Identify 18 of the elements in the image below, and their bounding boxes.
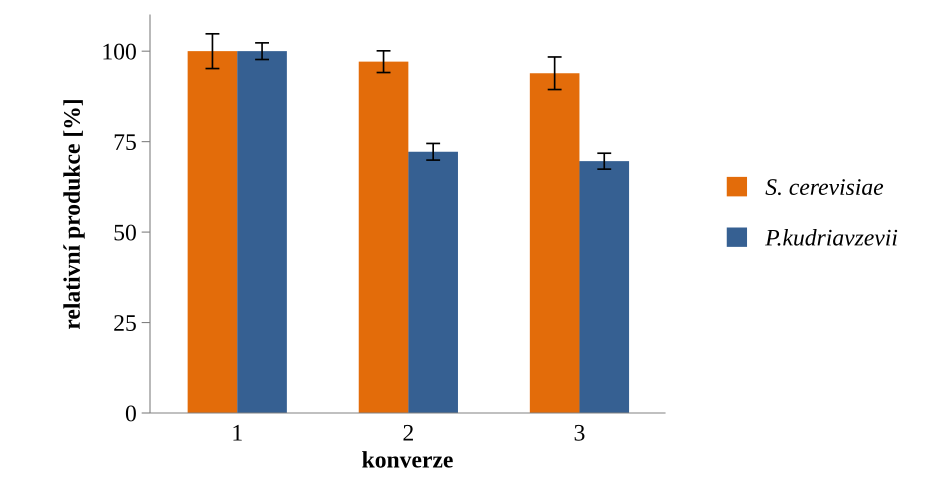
legend-label: S. cerevisiae: [766, 179, 884, 196]
y-axis-title: relativní produkce [%]: [63, 100, 85, 330]
x-tick-label: 2: [403, 424, 413, 440]
x-tick-label: 1: [233, 424, 242, 440]
bar: [237, 51, 287, 413]
y-tick-label: 50: [114, 224, 136, 241]
y-tick-label: 75: [114, 134, 136, 150]
x-tick-label: 3: [574, 424, 584, 441]
bar: [408, 152, 458, 413]
y-tick-label: 0: [126, 405, 136, 422]
bar: [188, 51, 238, 413]
y-tick-label: 100: [103, 44, 136, 60]
bar: [530, 73, 580, 413]
y-tick-label: 25: [114, 315, 136, 331]
bar: [358, 62, 408, 413]
legend-label: P.kudriavzevii: [765, 229, 898, 246]
bar: [579, 161, 630, 413]
x-axis-title: konverze: [362, 451, 453, 468]
